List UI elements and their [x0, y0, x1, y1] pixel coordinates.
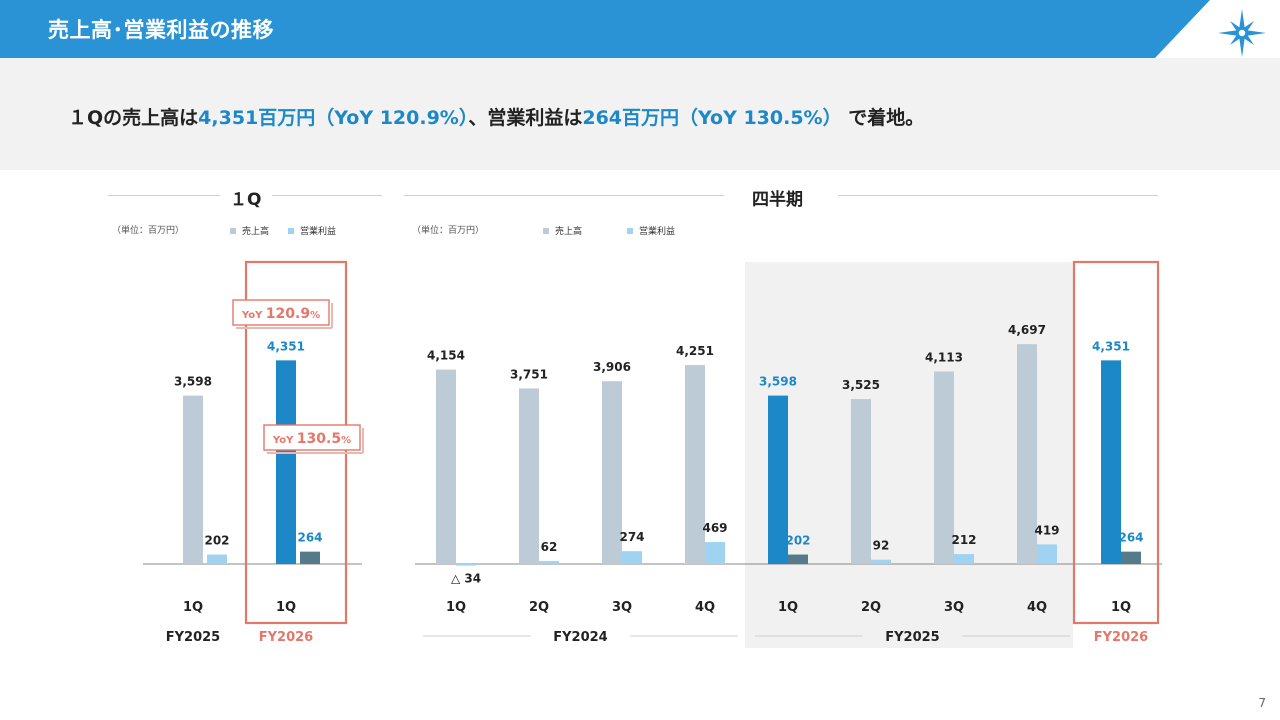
header-bar — [0, 0, 1266, 58]
tick-label: 1Q — [276, 600, 296, 615]
group-label: FY2026 — [1094, 630, 1148, 645]
logo-star-icon — [1218, 9, 1266, 57]
tick-label: 4Q — [1027, 600, 1047, 615]
tick-label: 4Q — [695, 600, 715, 615]
right-title-rule-left — [404, 195, 724, 196]
tick-label: 3Q — [612, 600, 632, 615]
data-label-sales: 4,351 — [267, 339, 305, 353]
yoy-op-callout-box — [263, 424, 361, 451]
data-label-op: 264 — [1118, 531, 1143, 545]
group-label: FY2026 — [259, 630, 313, 645]
summary-part3: で着地。 — [841, 107, 925, 129]
data-label-sales: 4,251 — [676, 344, 714, 358]
left-legend-sales: 売上高 — [230, 224, 269, 237]
summary-sales-value: 4,351百万円（YoY 120.9%） — [198, 107, 469, 129]
data-label-op: 62 — [541, 540, 558, 554]
data-label-op: △ 34 — [451, 572, 481, 586]
data-label-op: 212 — [951, 533, 976, 547]
group-label: FY2025 — [166, 630, 220, 645]
left-panel-title: １Q — [230, 190, 262, 210]
data-label-op: 469 — [702, 521, 727, 535]
bar-op — [1037, 544, 1057, 564]
page-title: 売上高･営業利益の推移 — [48, 18, 274, 42]
bar-sales — [934, 371, 954, 564]
data-label-sales: 3,598 — [174, 375, 212, 389]
data-label-sales: 4,351 — [1092, 339, 1130, 353]
data-label-op: 202 — [204, 534, 229, 548]
tick-label: 2Q — [861, 600, 881, 615]
right-panel-title: 四半期 — [752, 190, 803, 210]
data-label-sales: 4,113 — [925, 351, 963, 365]
data-label-op: 92 — [873, 539, 890, 553]
data-label-sales: 4,154 — [427, 349, 465, 363]
bar-op — [300, 551, 320, 564]
page-number: 7 — [1258, 696, 1266, 710]
bar-sales — [183, 395, 203, 564]
summary-band: １Qの売上高は4,351百万円（YoY 120.9%）、営業利益は264百万円（… — [0, 58, 1280, 170]
bar-op — [954, 554, 974, 564]
bar-sales — [685, 365, 705, 564]
fy2026-highlight-box-right — [1072, 260, 1160, 625]
legend-swatch-sales — [230, 227, 236, 234]
bar-sales — [768, 395, 788, 564]
bar-op — [871, 559, 891, 564]
group-label: FY2025 — [885, 630, 939, 645]
yoy-op-callout-text: YoY 130.5% — [272, 431, 351, 447]
group-label: FY2024 — [553, 630, 607, 645]
data-label-sales: 3,598 — [759, 375, 797, 389]
data-label-sales: 3,525 — [842, 378, 880, 392]
header-banner — [0, 0, 1210, 58]
legend-swatch-op — [288, 227, 294, 234]
tick-label: 1Q — [778, 600, 798, 615]
left-title-rule-left — [108, 195, 220, 196]
bar-sales — [519, 388, 539, 564]
bar-op — [207, 554, 227, 564]
bar-op — [705, 542, 725, 564]
data-label-sales: 4,697 — [1008, 323, 1046, 337]
data-label-op: 419 — [1034, 523, 1059, 537]
summary-op-value: 264百万円（YoY 130.5%） — [582, 107, 842, 129]
data-label-op: 202 — [785, 534, 810, 548]
bar-op — [788, 554, 808, 564]
data-label-sales: 3,751 — [510, 367, 548, 381]
tick-label: 1Q — [1111, 600, 1131, 615]
tick-label: 2Q — [529, 600, 549, 615]
legend-swatch-op — [627, 227, 633, 234]
yoy-sales-callout-text: YoY 120.9% — [241, 306, 320, 322]
left-unit-label: （単位：百万円） — [112, 226, 185, 236]
right-legend-op: 営業利益 — [627, 224, 675, 237]
data-label-op: 264 — [297, 531, 322, 545]
summary-part2: 、営業利益は — [468, 107, 583, 129]
bar-sales — [602, 381, 622, 564]
bar-op — [456, 564, 476, 566]
bar-op — [1121, 551, 1141, 564]
tick-label: 1Q — [446, 600, 466, 615]
yoy-sales-callout-box — [232, 299, 330, 326]
bar-op — [622, 551, 642, 564]
bar-sales — [276, 360, 296, 564]
data-label-op: 274 — [619, 530, 644, 544]
right-legend-sales: 売上高 — [543, 224, 582, 237]
right-title-rule-right — [838, 195, 1158, 196]
bar-sales — [1017, 344, 1037, 564]
legend-swatch-sales — [543, 227, 549, 234]
right-unit-label: （単位：百万円） — [412, 226, 485, 236]
bar-sales — [436, 369, 456, 564]
bar-op — [539, 561, 559, 564]
left-legend-op: 営業利益 — [288, 224, 336, 237]
tick-label: 1Q — [183, 600, 203, 615]
tick-label: 3Q — [944, 600, 964, 615]
summary-text: １Qの売上高は4,351百万円（YoY 120.9%）、営業利益は264百万円（… — [68, 103, 924, 130]
data-label-sales: 3,906 — [593, 360, 631, 374]
left-title-rule-right — [272, 195, 382, 196]
bar-sales — [851, 399, 871, 564]
summary-part1: １Qの売上高は — [68, 107, 199, 129]
bar-sales — [1101, 360, 1121, 564]
